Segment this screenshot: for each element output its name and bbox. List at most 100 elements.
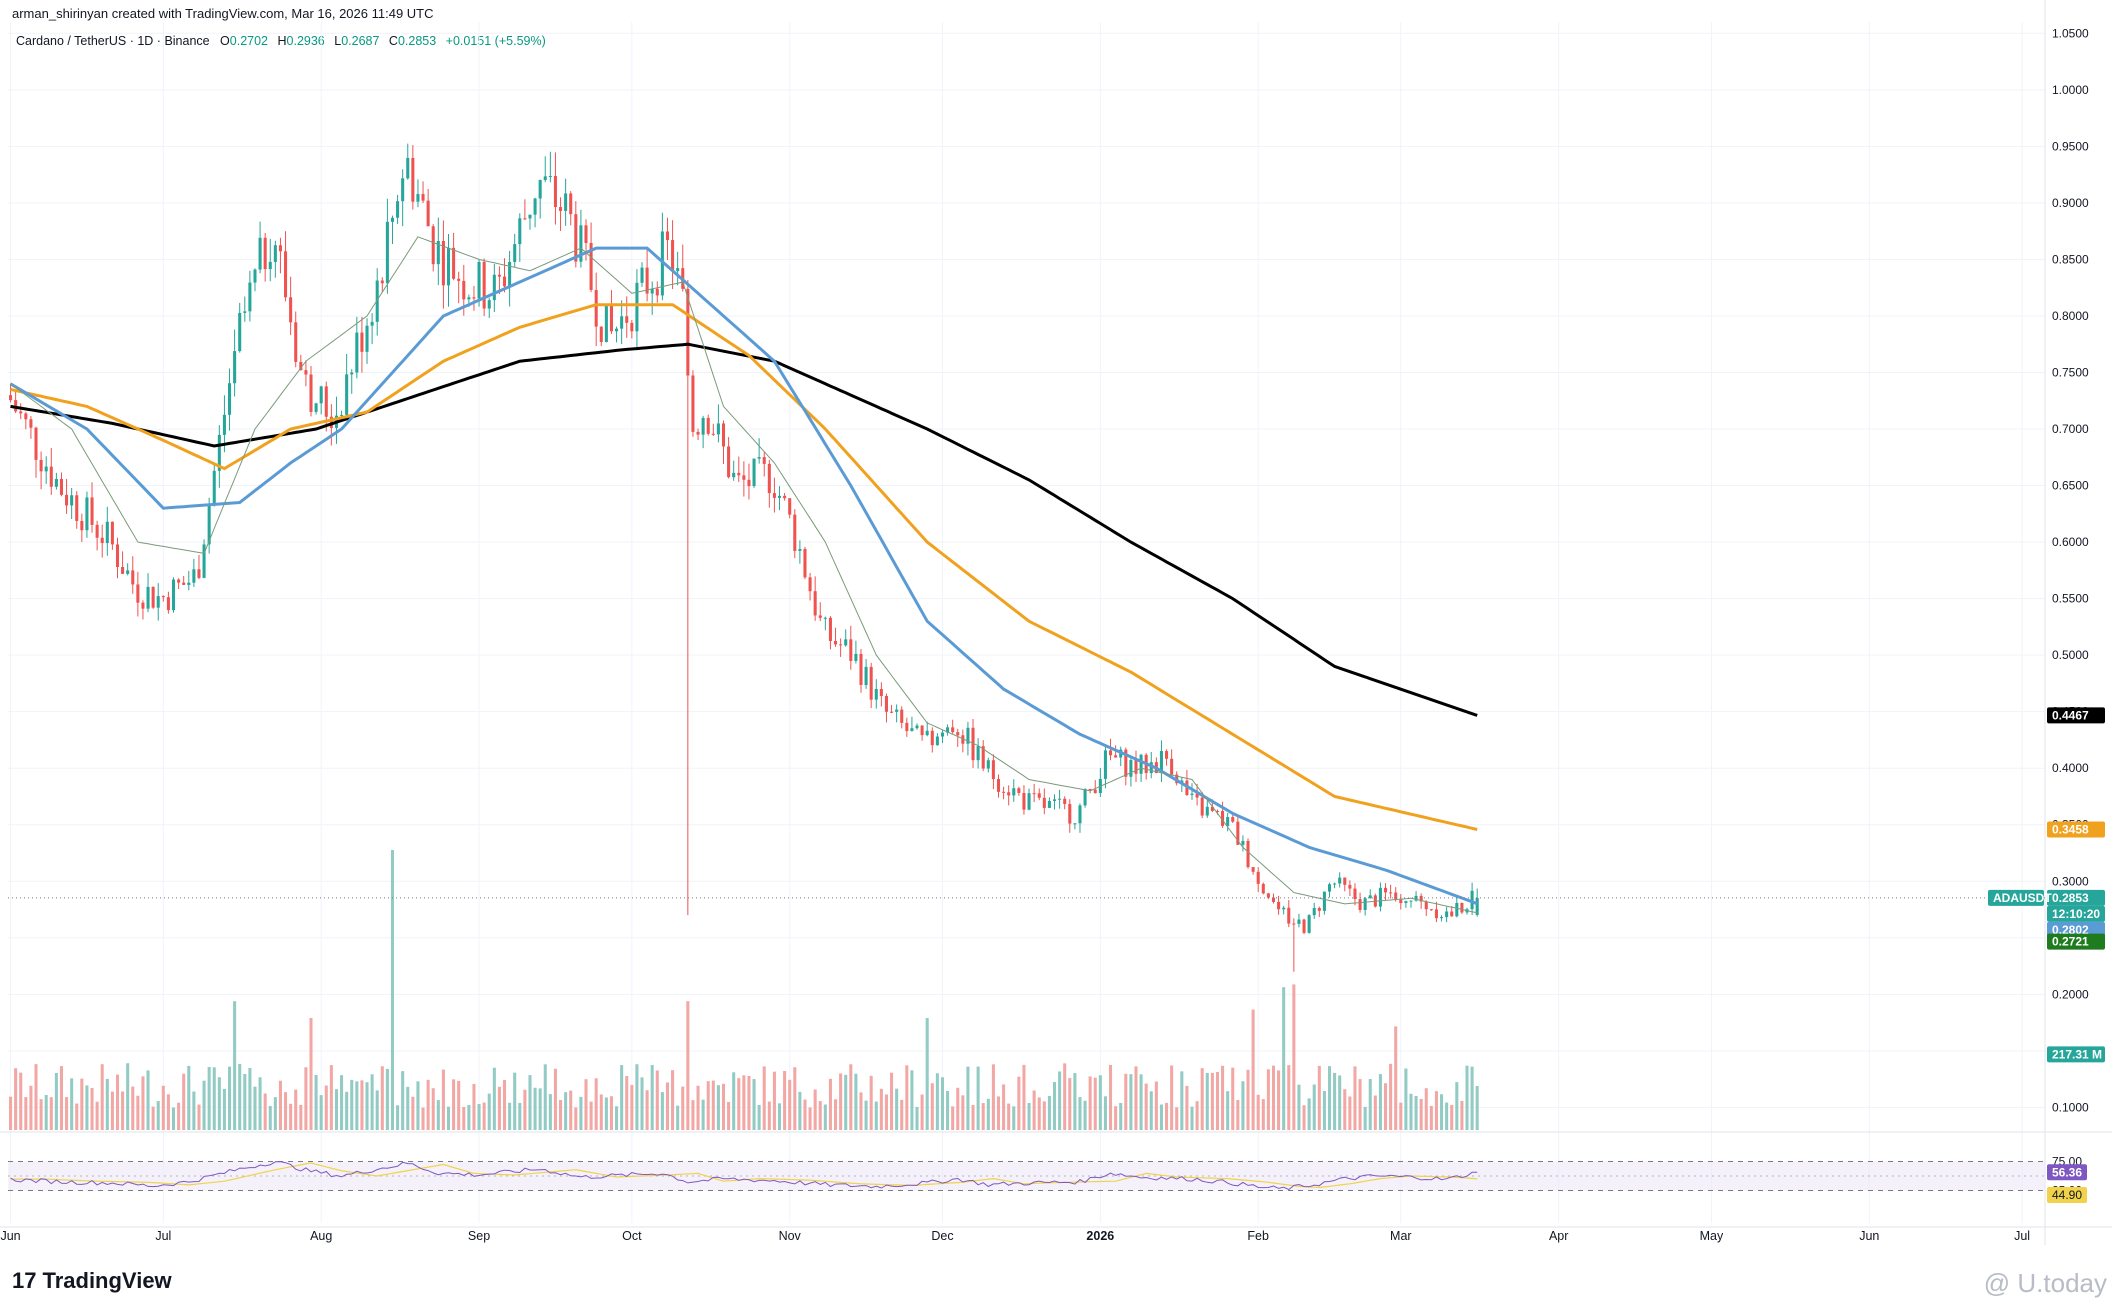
volume-bar (584, 1079, 588, 1130)
high-label: H (277, 34, 287, 48)
candle-body (1022, 792, 1026, 810)
volume-bar (59, 1066, 63, 1130)
volume-bar (1159, 1104, 1163, 1130)
ma-line-sma20 (10, 236, 1478, 914)
volume-bar (849, 1064, 853, 1130)
candle-body (1129, 760, 1133, 777)
volume-bar (1282, 987, 1286, 1130)
price-tick-label: 1.0000 (2052, 83, 2089, 97)
candle-body (446, 247, 451, 286)
volume-bar (895, 1088, 899, 1130)
candle-body (477, 261, 481, 299)
volume-bar (462, 1106, 466, 1130)
volume-bar (1007, 1103, 1011, 1130)
candle-body (14, 400, 18, 412)
candle-body (757, 457, 761, 459)
volume-bar (803, 1099, 807, 1130)
volume-bar (416, 1081, 420, 1130)
volume-bar (1149, 1091, 1153, 1130)
time-tick-label: Jul (2014, 1229, 2030, 1243)
candle-body (1271, 897, 1276, 902)
candle-body (813, 591, 817, 616)
volume-bar (630, 1084, 634, 1130)
candle-body (834, 641, 838, 645)
candle-body (212, 470, 216, 505)
candle-body (1083, 788, 1087, 806)
candle-body (171, 579, 176, 611)
time-tick-label: Jun (1859, 1229, 1879, 1243)
price-tag-02853-bg (2047, 889, 2105, 906)
time-axis[interactable]: Jun Jul Aug Sep Oct Nov Dec 2026 Feb Mar Apr May Jun… (0, 1229, 2030, 1243)
candle-body (844, 639, 848, 646)
candle-body (110, 521, 114, 545)
rsi-ma-line (10, 1162, 1478, 1189)
tradingview-brand[interactable]: 17 TradingView (12, 1268, 172, 1294)
chart-author-line: arman_shirinyan created with TradingView… (12, 6, 434, 21)
candle-body (146, 586, 150, 609)
volume-bar (518, 1102, 522, 1130)
volume-bar (772, 1071, 776, 1130)
volume-bar (757, 1105, 761, 1130)
candle-body (594, 289, 598, 327)
candle-body (879, 689, 883, 696)
volume-bar (95, 1101, 99, 1130)
candle-body (711, 433, 715, 435)
open-value: 0.2702 (229, 34, 269, 48)
candle-body (141, 602, 145, 609)
price-axis[interactable]: 1.0500 1.0000 0.9500 0.9000 0.8500 0.8000 0.75… (2052, 26, 2089, 1197)
symbol-name[interactable]: Cardano / TetherUS · 1D · Binance (16, 34, 210, 48)
candle-body (564, 193, 568, 211)
volume-bar (1389, 1063, 1393, 1130)
price-tick-label: 0.9000 (2052, 196, 2089, 210)
candle-body (355, 332, 359, 373)
volume-bar (513, 1072, 517, 1130)
volume-bar (696, 1085, 700, 1130)
candle-body (1058, 798, 1062, 800)
candle-body (253, 269, 257, 283)
volume-bar (360, 1080, 364, 1130)
volume-bar (1378, 1074, 1382, 1130)
candle-body (441, 241, 445, 286)
volume-bar (1108, 1064, 1113, 1130)
volume-bar (227, 1066, 232, 1130)
rsi-pane[interactable] (8, 1161, 2045, 1191)
volume-bar (319, 1095, 323, 1130)
candle-body (304, 370, 308, 375)
symbol-tag-bg (1988, 889, 2044, 906)
volume-bar (609, 1096, 613, 1130)
volume-bar (380, 1066, 384, 1130)
volume-bar (1027, 1103, 1031, 1130)
candle-body (548, 176, 552, 178)
volume-bar (1271, 1065, 1276, 1130)
candle-body (121, 567, 125, 574)
volume-bar (477, 1103, 481, 1130)
candle-body (1221, 810, 1225, 826)
candle-body (696, 431, 700, 435)
candle-body (1210, 806, 1214, 811)
volume-bar (1093, 1077, 1097, 1130)
candle-body (1149, 762, 1153, 774)
utoday-watermark: @ U.today (1984, 1268, 2107, 1299)
candle-body (981, 746, 985, 769)
volume-layer (9, 850, 1479, 1130)
candle-body (640, 267, 644, 283)
time-tick-label: Mar (1390, 1229, 1412, 1243)
candle-body (727, 446, 731, 478)
candle-body (1450, 911, 1454, 917)
candle-body (1358, 899, 1362, 910)
volume-bar (151, 1106, 155, 1130)
candle-body (793, 514, 797, 551)
volume-bar (660, 1092, 664, 1130)
volume-bar (243, 1073, 247, 1130)
volume-bar (823, 1104, 827, 1130)
volume-bar (75, 1103, 79, 1130)
volume-bar (900, 1099, 904, 1130)
price-tag-02853: 0.2853 (2052, 891, 2089, 905)
symbol-tag: ADAUSDT (1993, 891, 2052, 905)
grid-layer (0, 0, 2112, 1245)
volume-tag: 217.31 M (2052, 1047, 2102, 1061)
candle-body (1261, 883, 1265, 894)
candle-body (1068, 804, 1072, 824)
volume-bar (1358, 1079, 1362, 1130)
